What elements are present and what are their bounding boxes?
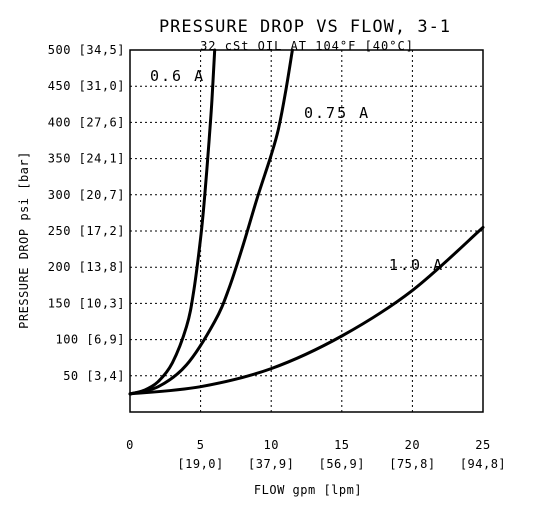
x-tick-sublabel: [19,0]: [177, 457, 223, 471]
chart-subtitle: 32 cSt OIL AT 104°F [40°C]: [200, 39, 414, 53]
y-tick-label: 450 [31,0]: [48, 79, 125, 93]
chart-title: PRESSURE DROP VS FLOW, 3-1: [159, 17, 451, 37]
y-tick-label: 250 [17,2]: [48, 224, 125, 238]
y-tick-label: 400 [27,6]: [48, 115, 125, 129]
y-axis-title: PRESSURE DROP psi [bar]: [17, 151, 31, 329]
series-label-0-6a: 0.6 A: [150, 67, 205, 85]
series-label-1-0a: 1.0 A: [389, 256, 444, 274]
curves: [128, 48, 485, 396]
x-tick-label: 0: [126, 438, 134, 452]
x-tick-sublabel: [56,9]: [319, 457, 365, 471]
y-tick-label: 300 [20,7]: [48, 188, 125, 202]
x-tick-label: 25: [475, 438, 490, 452]
y-tick-label: 350 [24,1]: [48, 152, 125, 166]
grid-lines: [130, 50, 483, 412]
x-tick-label: 15: [334, 438, 349, 452]
y-tick-labels: 50 [3,4] 100 [6,9] 150 [10,3] 200 [13,8] 250…: [48, 43, 125, 383]
y-tick-label: 100 [6,9]: [55, 333, 125, 347]
x-tick-sublabel: [37,9]: [248, 457, 294, 471]
curve-series-2: [128, 225, 485, 396]
x-tick-label: 10: [263, 438, 278, 452]
x-tick-label: 5: [197, 438, 205, 452]
curve-series-0: [128, 48, 217, 396]
x-tick-sublabel: [94,8]: [460, 457, 506, 471]
y-tick-label: 500 [34,5]: [48, 43, 125, 57]
y-tick-label: 50 [3,4]: [63, 369, 125, 383]
y-tick-label: 200 [13,8]: [48, 260, 125, 274]
x-tick-sublabel: [75,8]: [389, 457, 435, 471]
x-tick-label: 20: [405, 438, 420, 452]
x-tick-labels: 0 5 [19,0] 10 [37,9] 15 [56,9] 20 [75,8] 25 [94,8]: [126, 438, 506, 471]
x-axis-title: FLOW gpm [lpm]: [254, 483, 362, 497]
series-label-0-75a: 0.75 A: [304, 104, 370, 122]
y-tick-label: 150 [10,3]: [48, 296, 125, 310]
curve-series-1: [128, 48, 294, 396]
plot-frame: [129, 49, 484, 413]
